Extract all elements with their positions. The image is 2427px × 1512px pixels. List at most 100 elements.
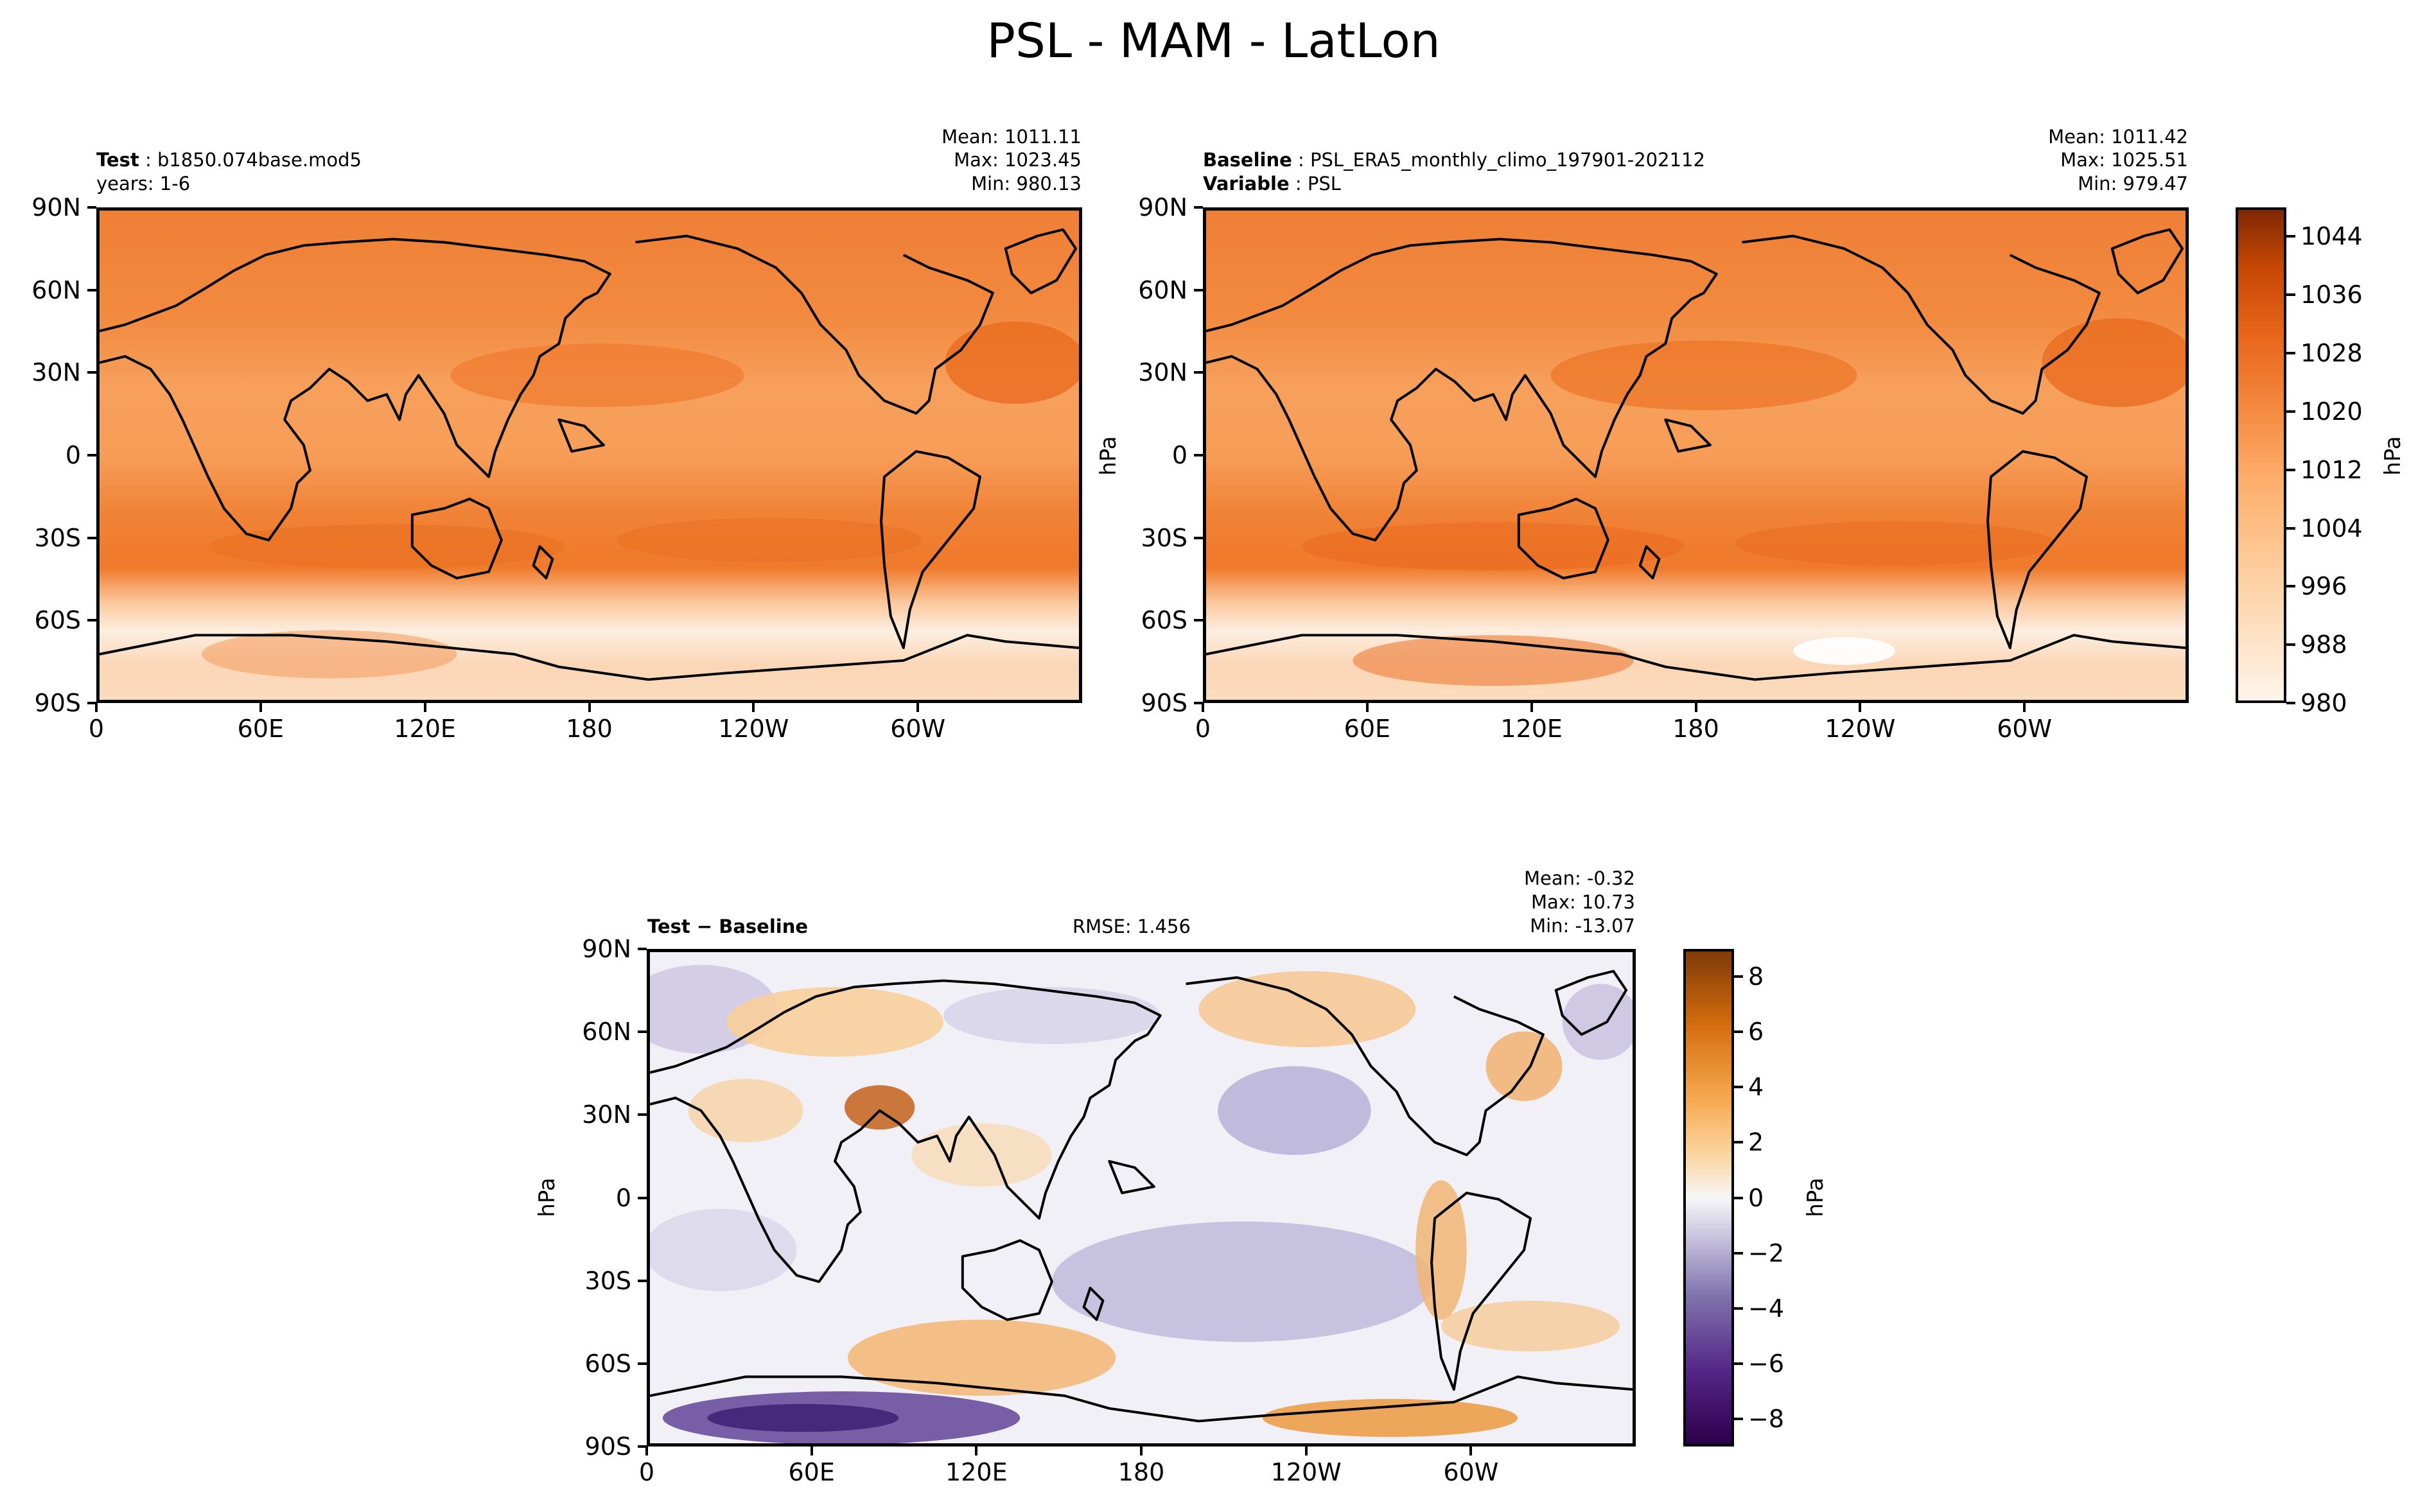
diff-lat-tick-label: 0 [615,1183,631,1212]
baseline-variable: Variable : PSL [1203,172,1341,195]
diff-mean: Mean: -0.32 [1523,867,1635,889]
test-mean: Mean: 1011.11 [942,126,1082,148]
diff-lon-tick-label: 0 [638,1458,655,1486]
test-lat-tick-mark [87,454,96,456]
colorbar-tick-label: 8 [1748,962,1764,991]
test-map [96,207,1082,703]
baseline-lon-tick-mark [1859,703,1862,712]
test-min: Min: 980.13 [971,173,1082,195]
baseline-lat-tick-label: 30S [1141,523,1187,552]
diff-lat-tick-mark [638,948,647,950]
baseline-lon-tick-label: 120E [1500,715,1563,743]
colorbar-tick-label: −2 [1748,1238,1785,1267]
antarctic-pos-anomaly [1262,1398,1518,1438]
colorbar-fill [2238,210,2284,700]
diff-lon-tick-mark [645,1447,648,1456]
colorbar-tick-mark [1734,975,1743,978]
baseline-lon-tick-mark [1530,703,1533,712]
baseline-lat-tick-label: 60N [1138,275,1187,304]
test-lat-tick-mark [87,536,96,539]
diff-map-svg [650,952,1633,1443]
pos-anomaly [1198,971,1416,1048]
pacific-neg-anomaly [1051,1221,1435,1343]
baseline-min: Min: 979.47 [2078,173,2188,195]
subtropical-high-pacific [450,343,744,407]
test-lon-tick-mark [752,703,755,712]
antarctic-low-spot [1793,637,1895,665]
colorbar-tick-mark [1734,1086,1743,1089]
test-lon-tick-label: 60E [237,715,285,743]
pos-anomaly [1485,1031,1563,1101]
southern-high-belt-2 [616,517,923,562]
subtropical-high-pacific [1550,340,1857,410]
baseline-lon-tick-label: 60E [1344,715,1391,743]
baseline-lon-tick-label: 0 [1195,715,1211,743]
test-lat-tick-label: 0 [65,441,81,469]
diff-lon-tick-label: 180 [1117,1458,1165,1486]
baseline-label: Baseline : PSL_ERA5_monthly_climo_197901… [1203,148,1705,171]
colorbar-tick-mark [2286,526,2295,530]
diff-lon-tick-label: 60W [1443,1458,1499,1486]
figure-title: PSL - MAM - LatLon [986,13,1441,69]
colorbar-tick-label: 996 [2300,572,2347,601]
test-lat-tick-mark [87,371,96,374]
colorbar-tick-mark [2286,352,2295,355]
colorbar-tick-mark [2286,235,2295,238]
diff-lat-tick-label: 60S [584,1349,631,1378]
diff-lat-tick-label: 90N [582,935,631,963]
test-lon-tick-label: 120W [718,715,789,743]
diff-map [647,949,1636,1447]
colorbar-tick-mark [1734,1251,1743,1255]
andes-anomaly [1415,1180,1467,1320]
colorbar-tick-mark [1734,1196,1743,1199]
baseline-lat-tick-label: 60S [1141,606,1187,635]
diff-colorbar-unit: hPa [1803,1177,1828,1217]
baseline-lon-tick-mark [2023,703,2026,712]
baseline-mean: Mean: 1011.42 [2048,126,2188,148]
tibet-anomaly [845,1085,915,1130]
subtropical-high-atlantic [2042,318,2186,407]
coastlines [100,228,1079,681]
diff-rmse: RMSE: 1.456 [1073,916,1191,937]
baseline-lon-tick-label: 120W [1825,715,1896,743]
test-label: Test : b1850.074base.mod5 [96,148,362,171]
coastlines [650,969,1633,1423]
baseline-var-value: PSL [1307,173,1341,195]
baseline-lon-tick-mark [1694,703,1697,712]
top-colorbar-unit: hPa [2380,436,2406,476]
antarctic-strong-neg [707,1403,899,1432]
pos-anomaly [688,1079,803,1143]
colorbar-tick-label: 1036 [2300,281,2363,309]
diff-colorbar [1683,949,1734,1447]
colorbar-tick-mark [2286,643,2295,647]
diff-lon-tick-label: 120W [1270,1458,1342,1486]
test-lon-tick-mark [259,703,262,712]
colorbar-tick-mark [2286,410,2295,413]
diff-lon-tick-label: 120E [945,1458,1008,1486]
test-lat-tick-mark [87,206,96,209]
diff-lon-tick-mark [1140,1447,1143,1456]
diff-unit-label: hPa [534,1177,560,1217]
colorbar-tick-label: −8 [1748,1404,1785,1433]
diff-lat-tick-mark [638,1113,647,1117]
colorbar-tick-mark [1734,1307,1743,1310]
diff-label: Test − Baseline [647,916,809,937]
southern-pos-anomaly [847,1319,1116,1396]
colorbar-tick-mark [2286,585,2295,588]
top-colorbar [2236,207,2286,703]
baseline-lon-tick-label: 180 [1672,715,1719,743]
test-lat-tick-label: 60S [34,606,81,635]
colorbar-tick-label: 1028 [2300,339,2363,368]
diff-lat-tick-label: 30S [584,1266,631,1295]
diff-min: Min: -13.07 [1530,915,1635,937]
test-lon-tick-mark [916,703,920,712]
colorbar-tick-label: 1004 [2300,514,2363,543]
baseline-map [1203,207,2189,703]
pos-anomaly [726,987,944,1057]
colorbar-tick-label: −4 [1748,1294,1785,1323]
diff-lon-tick-label: 60E [788,1458,835,1486]
diff-lat-tick-label: 60N [582,1018,631,1047]
colorbar-tick-label: 1044 [2300,222,2363,251]
diff-colorbar-svg [1686,952,1731,1444]
colorbar-tick-label: 1012 [2300,455,2363,484]
